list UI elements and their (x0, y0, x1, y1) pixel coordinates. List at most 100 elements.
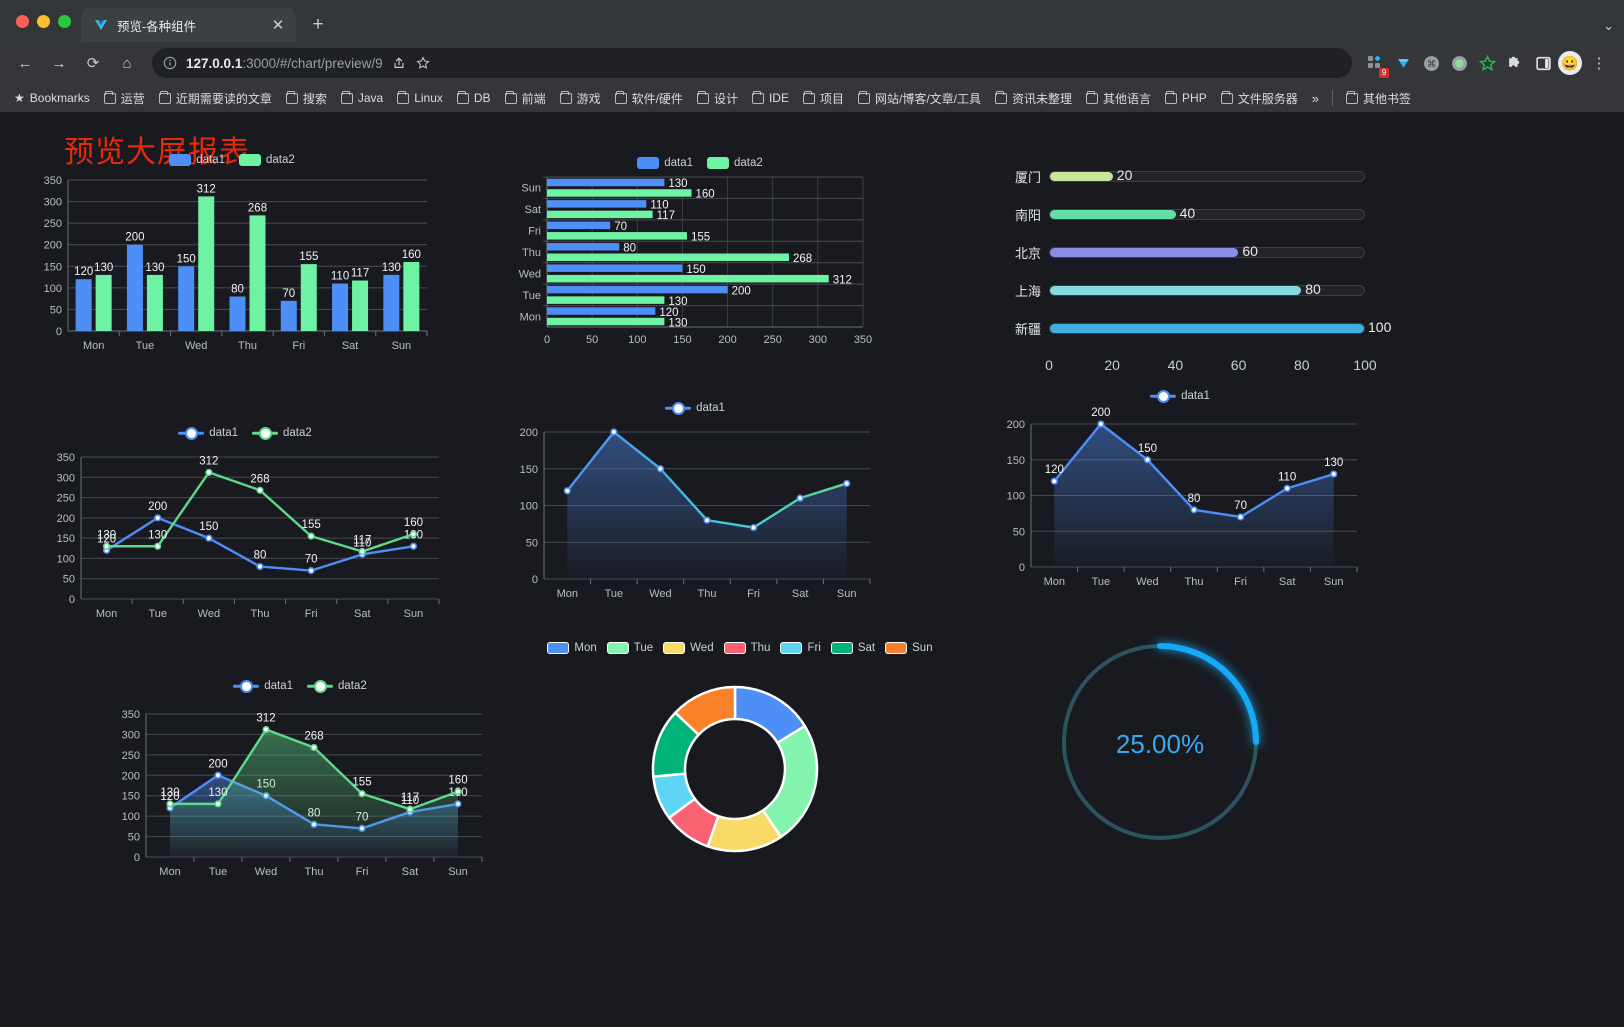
minimize-window-button[interactable] (37, 14, 50, 28)
bookmark-folder[interactable]: PHP (1159, 88, 1213, 108)
legend-item-mon[interactable]: Mon (547, 642, 597, 654)
legend-item-data1[interactable]: data1 (169, 154, 225, 166)
legend-item-sat[interactable]: Sat (830, 642, 875, 654)
folder-icon (285, 90, 298, 104)
folder-icon (1220, 90, 1233, 104)
legend-item-data1[interactable]: data1 (178, 426, 238, 440)
bookmark-folder[interactable]: 运营 (98, 87, 151, 110)
folder-icon (751, 90, 764, 104)
tab-list-chevron-icon[interactable]: ⌄ (1603, 18, 1614, 33)
legend-item-thu[interactable]: Thu (723, 642, 770, 654)
close-window-button[interactable] (16, 14, 29, 28)
home-icon[interactable]: ⌂ (122, 54, 132, 72)
bookmark-label: 网站/博客/文章/工具 (874, 91, 981, 106)
progress-bar-track[interactable]: 20 (1049, 167, 1365, 183)
address-bar[interactable]: 127.0.0.1:3000/#/chart/preview/9 (152, 48, 1352, 78)
svg-text:110: 110 (1278, 471, 1296, 483)
legend-item-tue[interactable]: Tue (606, 642, 653, 654)
bookmark-folder[interactable]: Java (335, 88, 389, 108)
legend-swatch (637, 157, 660, 169)
progress-bar-track[interactable]: 100 (1049, 319, 1391, 335)
legend-item-data2[interactable]: data2 (239, 154, 295, 166)
progress-bar-track[interactable]: 40 (1049, 205, 1365, 221)
legend-bar-vertical: data1 data2 (22, 154, 442, 166)
legend-item-data2[interactable]: data2 (307, 679, 367, 693)
svg-text:200: 200 (44, 240, 62, 252)
bookmark-folder[interactable]: 游戏 (554, 87, 607, 110)
sidepanel-icon[interactable] (1530, 50, 1556, 76)
svg-text:100: 100 (44, 283, 62, 295)
folder-icon (397, 90, 410, 104)
svg-text:50: 50 (1013, 526, 1025, 538)
svg-text:Sat: Sat (354, 608, 371, 620)
svg-text:312: 312 (197, 183, 216, 195)
back-arrow-icon[interactable]: ← (17, 54, 33, 72)
svg-text:150: 150 (44, 261, 62, 273)
line-gradient-plot: 0 50 100 150 200 Mon Tue Wed Thu Fri Sat Sun (520, 427, 871, 600)
bookmark-folder[interactable]: 其他语言 (1080, 87, 1157, 110)
progress-bar-row: 南阳 40 (995, 195, 1365, 233)
legend-item-data2[interactable]: data2 (252, 426, 312, 440)
svg-text:250: 250 (764, 334, 782, 346)
legend-item-data1[interactable]: data1 (637, 157, 693, 169)
info-circle-icon[interactable] (162, 55, 178, 71)
forward-arrow-icon[interactable]: → (51, 54, 67, 72)
legend-label: Wed (690, 642, 714, 654)
bookmark-folder[interactable]: 文件服务器 (1215, 87, 1304, 110)
legend-item-sun[interactable]: Sun (885, 642, 933, 654)
bookmark-folder[interactable]: 软件/硬件 (609, 87, 689, 110)
svg-text:200: 200 (732, 285, 751, 297)
share-icon[interactable] (391, 55, 407, 71)
progress-bar-track[interactable]: 80 (1049, 281, 1365, 297)
bookmark-folder[interactable]: DB (451, 88, 497, 108)
bookmark-folder[interactable]: 网站/博客/文章/工具 (852, 87, 987, 110)
command-icon[interactable]: ⌘ (1418, 50, 1444, 76)
legend-donut: Mon Tue Wed Thu Fri Sat Sun (530, 642, 950, 654)
profile-avatar[interactable]: 😀 (1558, 51, 1582, 75)
legend-label: data1 (196, 154, 225, 166)
bookmark-folder[interactable]: 项目 (797, 87, 850, 110)
svg-text:117: 117 (401, 792, 419, 804)
bookmark-folder[interactable]: 前端 (499, 87, 552, 110)
legend-item-data2[interactable]: data2 (707, 157, 763, 169)
bookmark-folder[interactable]: 搜索 (280, 87, 333, 110)
svg-text:130: 130 (94, 262, 113, 274)
browser-tab[interactable]: 预览-各种组件 ✕ (81, 8, 296, 42)
bookmark-folder[interactable]: 资讯未整理 (989, 87, 1078, 110)
bookmark-bookmarks[interactable]: ★ Bookmarks (8, 88, 96, 108)
progress-bar-label: 新疆 (1014, 321, 1041, 337)
legend-item-data1[interactable]: data1 (1150, 389, 1210, 403)
legend-item-data1[interactable]: data1 (665, 401, 725, 415)
bookmark-folder[interactable]: 设计 (691, 87, 744, 110)
donut-plot (651, 685, 819, 853)
circle-green-icon[interactable] (1446, 50, 1472, 76)
svg-text:130: 130 (668, 296, 687, 308)
progress-bar-track[interactable]: 60 (1049, 243, 1365, 259)
browser-menu-icon[interactable]: ⋮ (1591, 55, 1607, 72)
bookmark-folder[interactable]: Linux (391, 88, 449, 108)
svg-text:80: 80 (231, 283, 244, 295)
bookmarks-overflow-icon[interactable]: » (1311, 90, 1319, 106)
legend-item-wed[interactable]: Wed (663, 642, 714, 654)
bookmark-other[interactable]: 其他书签 (1340, 87, 1417, 110)
svg-text:Tue: Tue (148, 608, 167, 620)
new-tab-button[interactable]: + (312, 14, 324, 35)
diamond-icon[interactable] (1390, 50, 1416, 76)
maximize-window-button[interactable] (58, 14, 71, 28)
folder-icon (340, 90, 353, 104)
star-icon[interactable] (415, 55, 431, 71)
svg-text:130: 130 (148, 529, 167, 541)
progress-bar-label: 南阳 (1014, 207, 1041, 223)
star-outline-green-icon[interactable] (1474, 50, 1500, 76)
svg-text:120: 120 (97, 533, 116, 545)
bookmark-folder[interactable]: IDE (746, 88, 795, 108)
legend-item-fri[interactable]: Fri (780, 642, 821, 654)
tab-close-icon[interactable]: ✕ (271, 17, 285, 34)
reload-icon[interactable]: ⟳ (86, 55, 100, 72)
gauge-plot: 25.00% (1062, 643, 1259, 840)
bookmark-folder[interactable]: 近期需要读的文章 (153, 87, 278, 110)
puzzle-icon[interactable] (1502, 50, 1528, 76)
legend-item-data1[interactable]: data1 (233, 679, 293, 693)
puzzle-badge-icon[interactable]: 9 (1362, 50, 1389, 78)
svg-text:300: 300 (57, 472, 75, 484)
